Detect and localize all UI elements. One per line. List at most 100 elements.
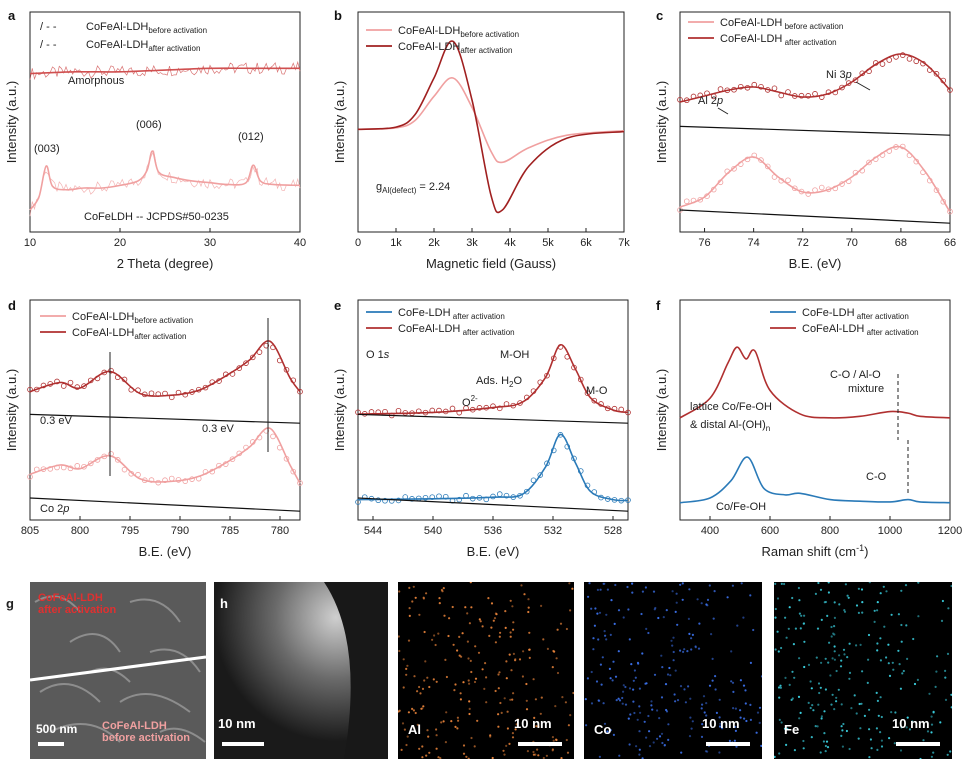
map-dot (537, 754, 540, 757)
map-dot (859, 727, 862, 730)
map-dot (794, 627, 797, 630)
map-dot (835, 669, 838, 673)
map-dot (497, 673, 500, 676)
map-dot (599, 663, 602, 666)
data-point-c (879, 152, 886, 158)
map-dot (468, 622, 471, 625)
map-dot (505, 677, 508, 680)
baseline-upper-c (679, 125, 951, 136)
map-dot (756, 711, 760, 714)
map-dot (774, 755, 776, 758)
map-dot (876, 748, 879, 751)
map-dots-fe (774, 582, 952, 759)
x-tick-label-d: 805 (21, 525, 39, 537)
map-dot (435, 734, 438, 737)
data-point-c (778, 92, 785, 99)
data-point-e (571, 455, 577, 462)
data-point-d (114, 457, 121, 463)
data-point-c (744, 85, 751, 91)
map-dot (601, 656, 604, 659)
data-point-c (771, 174, 778, 180)
map-dot (458, 635, 461, 638)
data-point-c (751, 152, 758, 159)
map-dot (841, 745, 844, 748)
map-dot (650, 700, 653, 703)
annot-ads-h2o: Ads. H2O (476, 375, 522, 389)
map-dot (450, 720, 453, 723)
data-point-d (243, 360, 249, 366)
data-point-c (886, 148, 893, 154)
map-dot (451, 605, 454, 609)
map-dot (551, 736, 554, 739)
annot-distal: & distal Al-(OH)n (690, 419, 770, 433)
x-tick-label-f: 1200 (938, 525, 962, 537)
x-tick-label-e: 528 (604, 525, 622, 537)
data-point-c (866, 159, 872, 166)
map-dot (497, 713, 500, 716)
map-dot (510, 669, 513, 672)
map-dot (840, 659, 843, 662)
legend-c-entry: CoFeAl-LDH before activation (720, 17, 843, 31)
data-point-e (503, 401, 510, 407)
map-dot (428, 685, 431, 689)
series-line-d-1 (29, 340, 301, 397)
panel-letter-f: f (656, 298, 661, 313)
x-tick-label-f: 1000 (878, 525, 902, 537)
map-dot (900, 589, 903, 592)
annot-cofeoh: Co/Fe-OH (716, 501, 766, 513)
map-dot (820, 661, 823, 664)
map-dot (913, 682, 917, 686)
data-point-e (361, 494, 368, 500)
map-dot (639, 711, 642, 714)
data-point-d (236, 365, 243, 371)
map-dot (533, 716, 536, 719)
map-dot (694, 645, 697, 648)
map-dot (468, 707, 471, 710)
data-point-e (382, 408, 388, 415)
map-dot (816, 725, 819, 728)
map-dot (791, 596, 794, 600)
map-dot (669, 674, 672, 677)
map-dot (696, 598, 699, 601)
data-point-e (544, 372, 550, 379)
map-dot (798, 612, 801, 615)
data-point-d (263, 342, 270, 349)
map-dot (949, 750, 952, 753)
map-dot (885, 656, 888, 659)
annot-shift-2: 0.3 eV (202, 423, 234, 435)
map-dot (786, 727, 789, 730)
map-dot (950, 693, 952, 696)
map-dot (490, 602, 494, 605)
data-point-d (141, 391, 148, 398)
plot-frame-a (29, 11, 301, 233)
map-dot (652, 590, 656, 593)
data-point-c (920, 169, 926, 176)
y-axis-label-e: Intensity (a.u.) (332, 369, 347, 451)
map-dot (499, 701, 502, 705)
map-dot (908, 728, 911, 731)
data-point-e (361, 411, 368, 417)
map-dot (470, 736, 473, 740)
map-dot (838, 654, 841, 657)
data-point-c (710, 93, 717, 100)
data-point-e (530, 388, 537, 394)
data-point-c (845, 178, 852, 185)
map-dot (827, 661, 830, 664)
x-axis-label-a: 2 Theta (degree) (117, 256, 214, 271)
map-dot (654, 606, 657, 610)
map-dot (624, 685, 627, 689)
data-point-d (216, 378, 222, 384)
data-point-e (483, 496, 490, 503)
map-dot (779, 684, 782, 687)
map-dot (732, 707, 735, 710)
map-dot (846, 594, 849, 597)
map-dot (437, 632, 440, 635)
map-dot (628, 687, 632, 690)
map-dot (843, 610, 847, 613)
map-dot (848, 677, 851, 680)
map-dot (744, 689, 747, 692)
map-dot (731, 681, 735, 684)
legend-a-entry: CoFeAl-LDHbefore activation (86, 21, 207, 35)
series-line-c-0 (679, 145, 951, 213)
data-point-c (926, 67, 933, 73)
